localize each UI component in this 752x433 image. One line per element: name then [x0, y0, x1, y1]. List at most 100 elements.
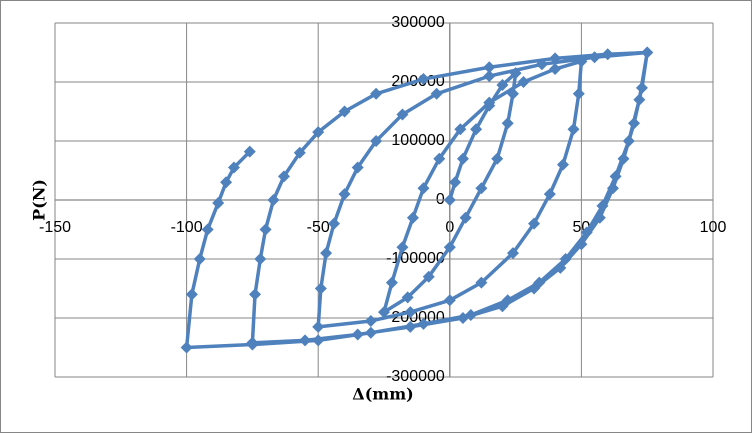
x-axis-title: Δ(mm): [352, 385, 413, 404]
data-point: [606, 182, 619, 195]
data-point: [575, 55, 588, 68]
data-point: [596, 199, 609, 212]
data-point: [535, 58, 548, 71]
data-point: [351, 328, 364, 341]
data-point: [249, 288, 262, 301]
data-point: [554, 261, 567, 274]
data-point: [378, 306, 390, 319]
data-point: [406, 211, 419, 224]
data-point: [567, 123, 580, 136]
x-tick-label: 100: [700, 219, 727, 236]
data-point: [580, 226, 593, 239]
data-point: [501, 117, 514, 130]
data-point: [464, 309, 477, 322]
data-point: [314, 282, 327, 295]
data-point: [483, 61, 496, 74]
data-point: [543, 188, 556, 201]
data-point: [443, 294, 456, 307]
data-point: [475, 182, 488, 195]
data-point: [528, 217, 541, 230]
data-point: [364, 314, 377, 327]
data-point: [549, 63, 562, 76]
data-point: [622, 135, 635, 147]
data-point: [312, 320, 325, 333]
data-point: [396, 241, 409, 254]
y-tick-label: -300000: [386, 368, 445, 385]
data-point: [385, 276, 398, 289]
data-point: [404, 306, 417, 319]
data-point: [459, 211, 472, 224]
data-point: [475, 276, 488, 289]
data-point: [430, 87, 443, 100]
data-point: [338, 105, 351, 118]
data-point: [633, 93, 646, 106]
plot: [180, 46, 654, 354]
data-point: [320, 247, 333, 260]
data-point: [517, 76, 530, 88]
data-point: [635, 81, 648, 94]
data-point: [549, 52, 562, 65]
data-point: [588, 51, 601, 64]
data-point: [312, 126, 325, 139]
data-point: [443, 241, 456, 254]
data-point: [338, 188, 351, 201]
data-point: [312, 334, 325, 347]
data-point: [433, 152, 446, 165]
data-point: [370, 87, 383, 100]
data-point: [617, 152, 630, 165]
y-tick-label: 100000: [391, 132, 444, 149]
data-point: [417, 182, 430, 195]
data-point: [246, 338, 259, 351]
data-point: [501, 294, 514, 307]
data-point: [559, 253, 572, 265]
x-tick-label: -150: [39, 219, 71, 236]
data-point: [496, 78, 509, 91]
data-point: [364, 326, 377, 339]
data-point: [267, 194, 280, 206]
data-point: [572, 87, 585, 100]
data-point: [227, 161, 240, 174]
data-point: [396, 108, 409, 121]
data-point: [628, 117, 641, 130]
y-axis-title: P(N): [30, 179, 49, 221]
data-point: [470, 123, 483, 136]
data-point: [193, 253, 206, 265]
data-point: [491, 152, 504, 165]
data-point: [533, 276, 546, 289]
data-point: [212, 196, 225, 209]
data-point: [506, 87, 519, 100]
data-point: [609, 170, 622, 183]
data-point: [180, 341, 193, 354]
data-point: [483, 96, 496, 109]
data-point: [201, 223, 214, 236]
data-point: [185, 288, 198, 301]
data-point: [243, 145, 256, 158]
data-point: [556, 158, 569, 171]
data-point: [449, 176, 462, 189]
data-point: [254, 253, 267, 265]
y-tick-label: 300000: [391, 14, 444, 31]
data-point: [454, 123, 467, 136]
data-point: [641, 46, 654, 59]
data-point: [259, 223, 272, 236]
data-point: [351, 161, 364, 174]
data-point: [509, 67, 522, 80]
data-point: [456, 152, 469, 165]
data-point: [277, 170, 290, 183]
data-point: [443, 194, 456, 206]
data-point: [299, 334, 312, 347]
data-point: [417, 73, 430, 86]
data-point: [401, 291, 414, 304]
x-tick-label: -50: [307, 219, 330, 236]
data-point: [404, 320, 417, 333]
data-point: [601, 48, 614, 61]
series-line: [184, 50, 649, 350]
data-point: [220, 176, 233, 189]
data-point: [593, 211, 606, 224]
data-point: [422, 270, 435, 283]
x-tick-label: -100: [171, 219, 203, 236]
data-point: [327, 217, 340, 230]
data-point: [483, 70, 496, 83]
